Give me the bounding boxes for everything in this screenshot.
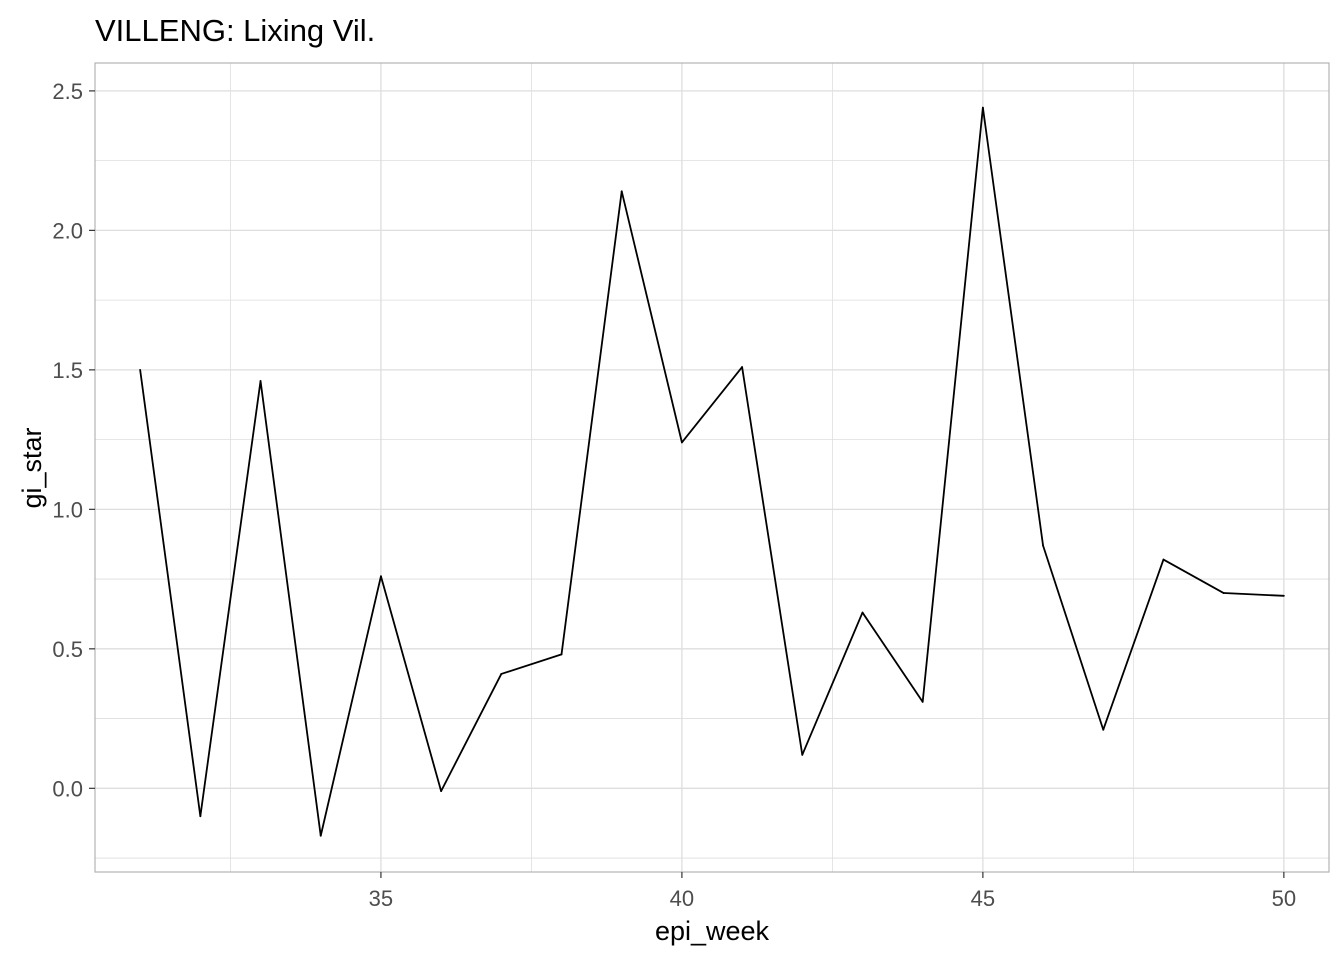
line-segment [981, 106, 1044, 547]
line-segment [139, 368, 202, 818]
line-segment [741, 366, 804, 756]
y-axis-label: gi_star [17, 427, 47, 508]
line-segment [199, 380, 262, 818]
y-tick-label: 2.5 [52, 79, 83, 104]
line-segment [500, 653, 563, 675]
line-segment [1222, 592, 1285, 597]
x-axis-label: epi_week [655, 916, 770, 946]
line-segment [380, 575, 443, 792]
x-tick-label: 45 [971, 886, 995, 911]
panel-border [94, 62, 1330, 873]
line-segment [1042, 544, 1105, 731]
y-tick-label: 1.0 [52, 497, 83, 522]
line-segment [1162, 558, 1225, 594]
line-segment [319, 575, 382, 837]
x-tick-label: 40 [670, 886, 694, 911]
chart-title: VILLENG: Lixing Vil. [95, 13, 375, 48]
x-tick-label: 35 [369, 886, 393, 911]
y-tick-label: 1.5 [52, 358, 83, 383]
y-tick-label: 0.5 [52, 637, 83, 662]
grid-lines [95, 63, 1329, 872]
line-segment [560, 190, 623, 656]
line-segment [620, 190, 683, 444]
line-segment [801, 611, 864, 756]
line-segment [440, 673, 503, 792]
line-segment [921, 106, 984, 703]
tick-labels: 35 40 45 50 0.0 0.5 1.0 1.5 2.0 2.5 [52, 79, 1296, 911]
line-segment [1102, 558, 1165, 731]
line-segment [681, 366, 743, 444]
line-segment [259, 380, 322, 837]
y-tick-label: 0.0 [52, 776, 83, 801]
line-segment [861, 611, 924, 703]
x-tick-label: 50 [1272, 886, 1296, 911]
y-tick-label: 2.0 [52, 218, 83, 243]
data-series [139, 106, 1285, 837]
